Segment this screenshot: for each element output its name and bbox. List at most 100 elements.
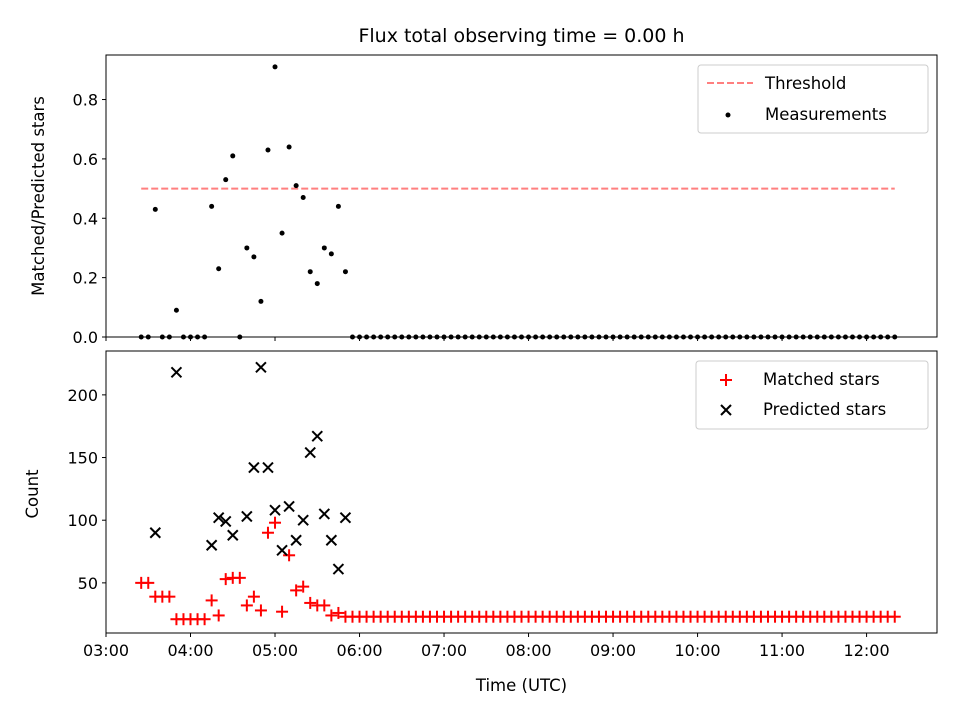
- matched-star-point: [290, 584, 303, 597]
- predicted-star-point: [227, 529, 239, 541]
- bottom-legend-box: [695, 360, 929, 430]
- matched-star-point: [163, 590, 176, 603]
- matched-star-point: [276, 605, 289, 618]
- measurement-point: [328, 251, 334, 257]
- measurement-point: [230, 153, 236, 159]
- measurement-point: [307, 269, 313, 275]
- matched-star-point: [142, 576, 155, 589]
- x-tick-label: 04:00: [167, 641, 213, 660]
- x-tick-label: 11:00: [759, 641, 805, 660]
- predicted-star-point: [283, 500, 295, 513]
- predicted-star-point: [276, 544, 288, 556]
- x-tick-label: 07:00: [421, 641, 467, 660]
- measurement-point: [258, 298, 264, 304]
- predicted-star-point: [325, 534, 338, 546]
- measurement-point: [244, 245, 250, 251]
- measurement-point: [300, 194, 306, 200]
- predicted-star-point: [339, 511, 352, 524]
- matched-star-point: [254, 604, 267, 617]
- legend-measurements-label: Measurements: [765, 105, 887, 124]
- measurement-point: [314, 281, 320, 287]
- bottom-y-tick-label: 200: [67, 386, 98, 405]
- measurement-point: [209, 203, 215, 209]
- predicted-star-point: [220, 515, 232, 528]
- matched-star-point: [233, 571, 246, 584]
- top-legend-box: [697, 64, 929, 134]
- x-tick-label: 06:00: [336, 641, 382, 660]
- top-panel: Flux total observing time = 0.00 h Match…: [29, 25, 938, 347]
- bottom-legend: Matched stars Predicted stars: [695, 360, 929, 430]
- measurement-point: [173, 307, 179, 313]
- matched-star-point: [332, 606, 345, 619]
- x-tick-label: 05:00: [252, 641, 298, 660]
- bottom-y-tick-label: 100: [67, 511, 98, 530]
- predicted-star-point: [170, 366, 183, 379]
- bottom-panel: Count Time (UTC) 50 100 150 200 03:00 04:00 05…: [23, 350, 938, 695]
- predicted-star-point: [311, 430, 323, 442]
- predicted-star-point: [304, 446, 316, 459]
- predicted-star-point: [241, 510, 253, 523]
- matched-star-point: [304, 596, 317, 609]
- bottom-y-axis-label: Count: [23, 469, 42, 519]
- measurement-point: [152, 206, 158, 212]
- matched-star-point: [247, 590, 260, 603]
- legend-threshold-label: Threshold: [764, 74, 846, 93]
- top-y-tick-label: 0.4: [73, 209, 98, 228]
- predicted-star-point: [269, 504, 281, 516]
- matched-star-point: [205, 594, 218, 607]
- bottom-y-tick-label: 50: [78, 574, 98, 593]
- legend-predicted-label: Predicted stars: [763, 400, 886, 419]
- matched-star-point: [198, 613, 211, 626]
- top-y-axis-label: Matched/Predicted stars: [29, 96, 48, 296]
- top-legend: Threshold Measurements: [697, 64, 929, 134]
- legend-measurements-swatch: [725, 112, 731, 118]
- x-tick-label: 03:00: [83, 641, 129, 660]
- predicted-star-point: [290, 534, 302, 546]
- measurement-point: [342, 269, 348, 275]
- matched-star-point: [269, 516, 282, 529]
- predicted-star-point: [332, 563, 345, 575]
- top-y-tick-label: 0.0: [73, 328, 98, 347]
- top-y-tick-label: 0.2: [73, 269, 98, 288]
- predicted-star-point: [248, 461, 260, 474]
- predicted-star-point: [297, 514, 309, 526]
- x-tick-label: 12:00: [844, 641, 890, 660]
- measurement-point: [251, 254, 257, 260]
- matched-star-point: [318, 599, 331, 612]
- legend-predicted-swatch: [720, 404, 732, 416]
- bottom-y-tick-label: 150: [67, 449, 98, 468]
- measurement-point: [272, 64, 278, 70]
- measurement-point: [223, 177, 229, 183]
- measurement-point: [216, 266, 222, 272]
- x-tick-label: 10:00: [675, 641, 721, 660]
- predicted-star-point: [318, 508, 331, 520]
- measurement-point: [279, 230, 285, 236]
- matched-star-point: [212, 609, 225, 622]
- bottom-plot-area: 50 100 150 200 03:00 04:00 05:00 06:00 07:00 08:0…: [67, 361, 901, 660]
- matched-star-point: [283, 549, 296, 562]
- x-tick-label: 09:00: [590, 641, 636, 660]
- x-tick-label: 08:00: [505, 641, 551, 660]
- matched-star-point: [325, 609, 338, 622]
- predicted-star-point: [212, 511, 225, 524]
- measurement-point: [293, 183, 299, 189]
- measurement-point: [335, 203, 341, 209]
- legend-matched-swatch: [720, 374, 732, 386]
- top-axes-frame: [105, 54, 938, 338]
- bottom-axes-frame: [105, 350, 938, 634]
- measurement-point: [265, 147, 271, 153]
- measurement-point: [286, 144, 292, 150]
- matched-star-point: [219, 573, 232, 586]
- matched-star-point: [888, 610, 901, 623]
- predicted-star-point: [205, 539, 218, 551]
- matched-star-point: [240, 599, 253, 612]
- x-axis-label: Time (UTC): [475, 676, 567, 695]
- predicted-star-point: [262, 461, 274, 474]
- top-y-tick-label: 0.6: [73, 150, 98, 169]
- legend-matched-label: Matched stars: [763, 370, 880, 389]
- measurement-point: [321, 245, 327, 251]
- predicted-star-point: [255, 361, 267, 374]
- matched-star-point: [261, 526, 274, 539]
- top-y-tick-label: 0.8: [73, 91, 98, 110]
